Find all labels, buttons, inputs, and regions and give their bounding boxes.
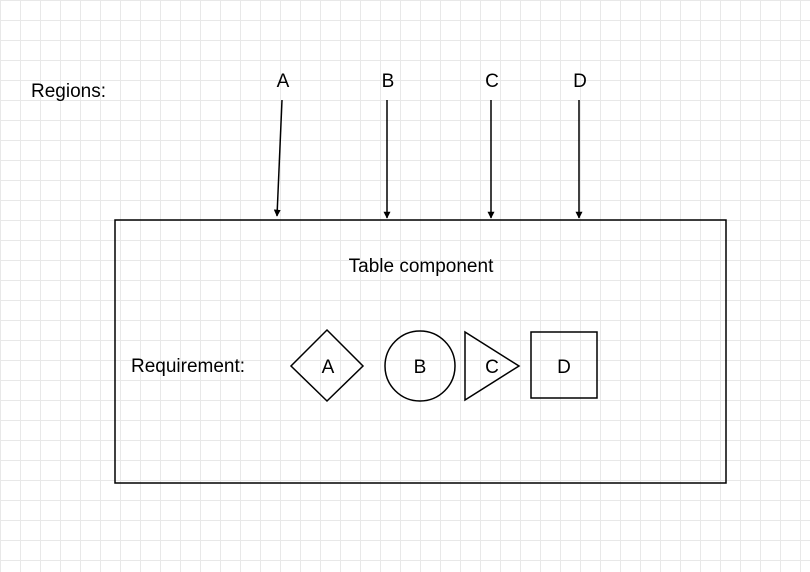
requirement-shape-c: C [464, 330, 521, 402]
triangle-shape [464, 330, 521, 402]
square-shape [530, 331, 598, 399]
shape-c-label: C [485, 357, 499, 378]
table-component-title: Table component [349, 256, 494, 277]
shape-d-label: D [557, 357, 571, 378]
region-a-arrow [273, 99, 283, 217]
shape-b-label: B [414, 357, 427, 378]
requirement-label: Requirement: [131, 356, 245, 377]
requirement-shape-d: D [530, 331, 598, 399]
table-component-box [114, 219, 727, 484]
requirement-shape-a: A [289, 328, 365, 403]
region-d-label: D [573, 71, 587, 92]
regions-label: Regions: [31, 81, 106, 102]
circle-shape [384, 330, 456, 402]
shape-a-label: A [322, 357, 335, 378]
region-c-label: C [485, 71, 499, 92]
region-a-label: A [277, 71, 290, 92]
diamond-shape [289, 328, 365, 403]
requirement-shape-b: B [384, 330, 456, 402]
region-b-label: B [382, 71, 395, 92]
